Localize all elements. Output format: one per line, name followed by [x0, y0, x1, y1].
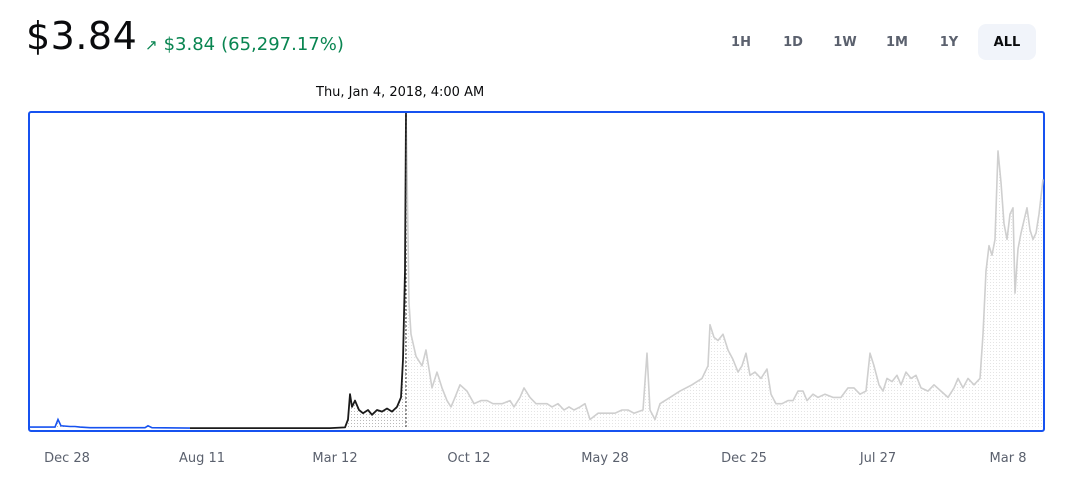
- range-1y-button[interactable]: 1Y: [939, 34, 959, 50]
- change-percent: (65,297.17%): [221, 34, 344, 55]
- change-amount: $3.84: [163, 34, 216, 55]
- current-price: $3.84: [26, 14, 138, 58]
- x-tick-label: Aug 11: [179, 451, 225, 466]
- line-after-hover: [405, 112, 1044, 421]
- x-tick-label: Dec 28: [44, 451, 90, 466]
- chart-frame[interactable]: [28, 111, 1045, 432]
- hover-date-tooltip: Thu, Jan 4, 2018, 4:00 AM: [316, 85, 485, 100]
- x-tick-label: Oct 12: [447, 451, 490, 466]
- range-1m-button[interactable]: 1M: [886, 34, 908, 50]
- x-tick-label: Jul 27: [859, 451, 896, 466]
- arrow-up-right-icon: ↗: [145, 35, 158, 54]
- range-1w-button[interactable]: 1W: [833, 34, 857, 50]
- range-1h-button[interactable]: 1H: [731, 34, 751, 50]
- area-before-hover: [30, 113, 406, 429]
- area-after-hover: [406, 113, 1043, 429]
- price-change: ↗ $3.84 (65,297.17%): [145, 34, 344, 55]
- line-early: [30, 417, 191, 429]
- time-range-selector: 1H 1D 1W 1M 1Y ALL: [718, 24, 1036, 60]
- x-tick-label: Mar 12: [312, 451, 357, 466]
- x-tick-label: Mar 8: [990, 451, 1027, 466]
- x-tick-label: Dec 25: [721, 451, 767, 466]
- x-tick-label: May 28: [581, 451, 629, 466]
- range-1d-button[interactable]: 1D: [783, 34, 803, 50]
- range-all-button[interactable]: ALL: [978, 24, 1036, 60]
- line-before-hover: [190, 112, 407, 429]
